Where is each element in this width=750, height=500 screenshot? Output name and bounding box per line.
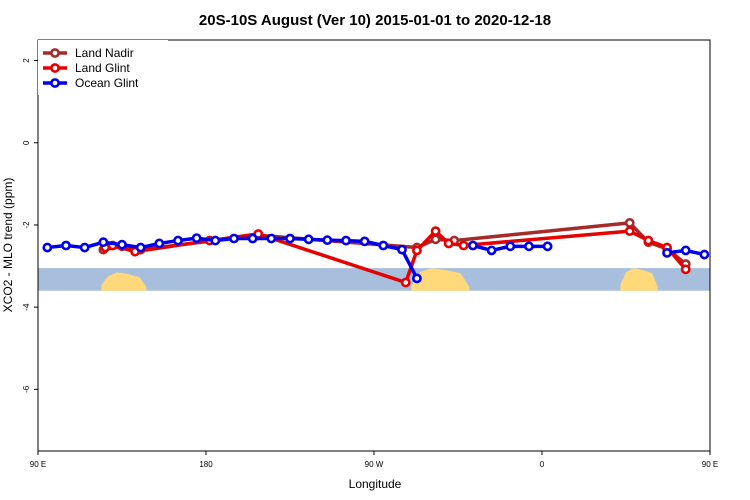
data-point-2-1 [61, 240, 71, 251]
series-layer [42, 217, 710, 288]
data-point-2-19 [397, 244, 407, 255]
data-point-2-7 [173, 235, 183, 246]
data-point-2-6 [154, 238, 165, 249]
y-tick-label-2: -2 [22, 221, 31, 229]
x-axis-label: Longitude [349, 477, 402, 491]
x-tick-label-0: 90 E [30, 460, 46, 469]
data-point-2-16 [341, 235, 351, 246]
data-point-2-25 [524, 241, 534, 252]
y-tick-label-1: -4 [22, 303, 31, 311]
data-point-2-3 [98, 237, 109, 248]
data-point-2-15 [322, 235, 333, 246]
data-point-2-0 [42, 242, 53, 253]
land-sea-band [38, 268, 710, 291]
land-mass-1 [411, 268, 470, 291]
legend-label-2: Ocean Glint [75, 76, 139, 90]
land-mass-0 [101, 272, 147, 291]
ocean-band [38, 268, 710, 291]
data-point-1-11 [643, 235, 654, 246]
data-point-2-28 [662, 247, 672, 258]
data-point-2-11 [247, 233, 258, 244]
chart-title: 20S-10S August (Ver 10) 2015-01-01 to 20… [199, 12, 551, 29]
data-point-2-4 [117, 239, 127, 250]
y-tick-label-3: 0 [22, 140, 31, 145]
data-point-1-5 [400, 277, 411, 288]
data-point-1-10 [624, 226, 635, 237]
data-point-2-14 [303, 234, 314, 245]
land-mass-2 [620, 268, 658, 291]
data-point-2-10 [229, 233, 239, 244]
data-point-2-23 [486, 245, 497, 256]
data-point-1-8 [443, 238, 454, 249]
data-point-0-7 [624, 217, 635, 228]
data-point-2-5 [135, 242, 146, 253]
data-point-1-7 [430, 226, 441, 237]
legend-label-0: Land Nadir [75, 46, 134, 60]
data-point-2-29 [680, 245, 691, 256]
data-point-2-13 [285, 233, 295, 244]
legend-label-1: Land Glint [75, 61, 130, 75]
data-point-1-9 [458, 240, 469, 251]
x-tick-label-4: 90 E [702, 460, 718, 469]
x-tick-label-1: 180 [199, 460, 213, 469]
y-axis-label: XCO2 - MLO trend (ppm) [1, 178, 15, 313]
series-ocean-glint [42, 233, 710, 284]
y-tick-label-4: 2 [22, 58, 31, 63]
data-point-2-8 [191, 233, 202, 244]
data-point-2-22 [468, 240, 478, 251]
data-point-2-2 [79, 242, 90, 253]
y-axis: -6 -4 -2 0 2 [22, 58, 38, 393]
data-point-2-17 [359, 236, 370, 247]
data-point-2-30 [699, 249, 710, 260]
x-tick-label-3: 0 [540, 460, 545, 469]
data-point-2-18 [378, 240, 389, 251]
x-tick-label-2: 90 W [365, 460, 384, 469]
legend-marker-0 [50, 48, 60, 58]
y-tick-label-0: -6 [22, 385, 31, 393]
data-point-2-20 [412, 273, 422, 284]
data-point-1-6 [412, 245, 422, 256]
data-point-1-13 [680, 264, 691, 275]
data-point-2-12 [266, 233, 277, 244]
data-point-2-9 [210, 235, 221, 246]
data-point-0-5 [430, 234, 441, 245]
legend-marker-1 [50, 63, 60, 73]
legend-marker-2 [50, 78, 60, 88]
x-axis: 90 E 180 90 W 0 90 E [30, 451, 718, 469]
data-point-2-24 [505, 241, 516, 252]
data-point-2-26 [542, 241, 553, 252]
